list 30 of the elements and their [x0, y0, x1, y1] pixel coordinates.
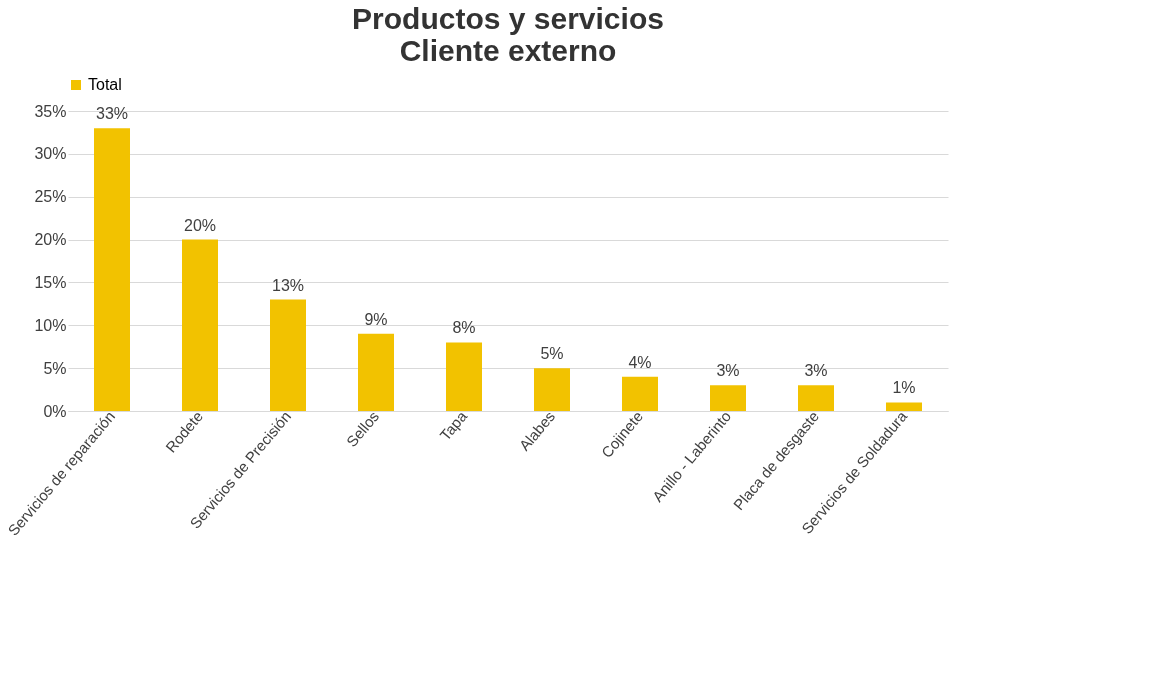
data-label: 5%	[540, 345, 564, 363]
data-label: 1%	[892, 379, 916, 397]
data-label: 9%	[364, 310, 388, 328]
y-tick-label: 10%	[34, 316, 67, 334]
data-label: 33%	[95, 105, 129, 123]
y-tick-label: 0%	[43, 402, 67, 420]
data-label: 3%	[804, 362, 828, 380]
bar	[182, 239, 218, 411]
y-tick-label: 5%	[43, 359, 67, 377]
legend-label: Total	[88, 76, 122, 93]
bar	[798, 385, 834, 411]
bar	[270, 299, 306, 411]
data-label: 13%	[271, 276, 305, 294]
y-tick-label: 25%	[34, 188, 67, 206]
y-tick-label: 35%	[34, 102, 67, 120]
chart-title: Productos y servicios Cliente externo	[352, 2, 664, 67]
data-label: 3%	[716, 362, 740, 380]
y-tick-label: 15%	[34, 273, 67, 291]
bar	[534, 368, 570, 411]
bar	[358, 333, 394, 411]
data-label: 20%	[183, 216, 217, 234]
bar	[446, 342, 482, 411]
bar	[94, 128, 130, 411]
y-tick-label: 20%	[34, 231, 67, 249]
bar	[886, 402, 922, 411]
data-label: 4%	[628, 353, 652, 371]
bar	[622, 376, 658, 411]
bar	[710, 385, 746, 411]
y-tick-label: 30%	[34, 145, 67, 163]
data-label: 8%	[452, 319, 476, 337]
